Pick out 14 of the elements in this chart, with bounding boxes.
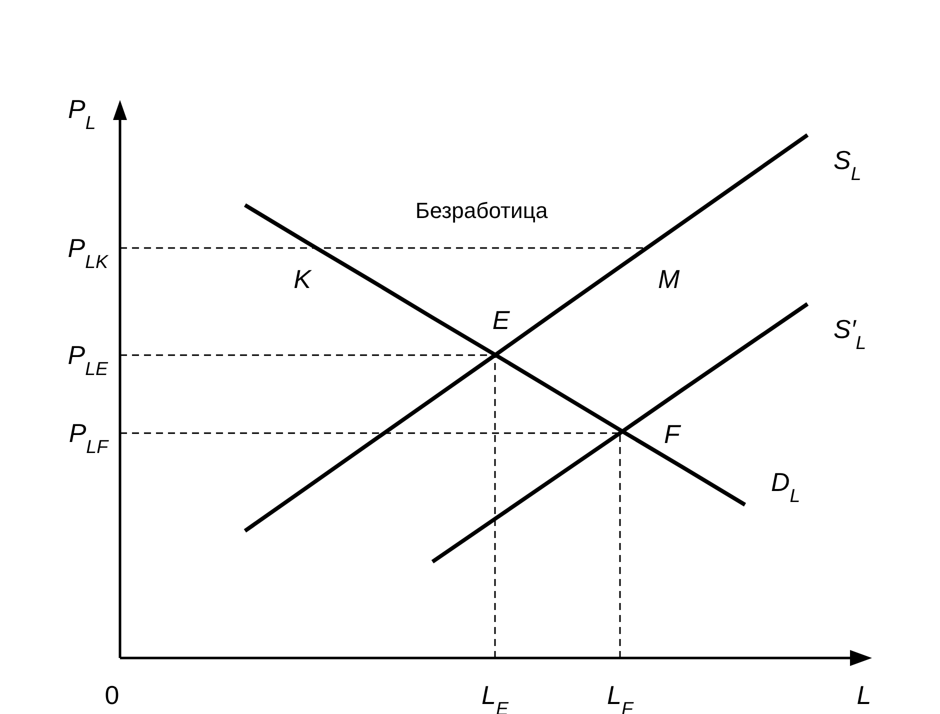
ref-line-label: P$_{LK}$ xyxy=(68,232,110,272)
ref-line-label: P$_{LE}$ xyxy=(68,340,109,379)
series-label: S′$_{L}$ xyxy=(834,314,866,352)
ref-line-label: P$_{LF}$ xyxy=(68,418,110,457)
annotation: K xyxy=(294,264,313,294)
annotation: F xyxy=(664,419,682,450)
series-label: D$_{L}$ xyxy=(771,466,800,506)
x-axis-title: L xyxy=(856,680,872,710)
x-tick-label: 0 xyxy=(104,680,120,710)
annotation: E xyxy=(492,305,510,336)
y-axis-title: P$_{L}$ xyxy=(68,94,96,132)
annotation: Безработица xyxy=(415,198,548,223)
series-label: S$_{L}$ xyxy=(834,145,862,184)
annotation: M xyxy=(658,264,680,294)
